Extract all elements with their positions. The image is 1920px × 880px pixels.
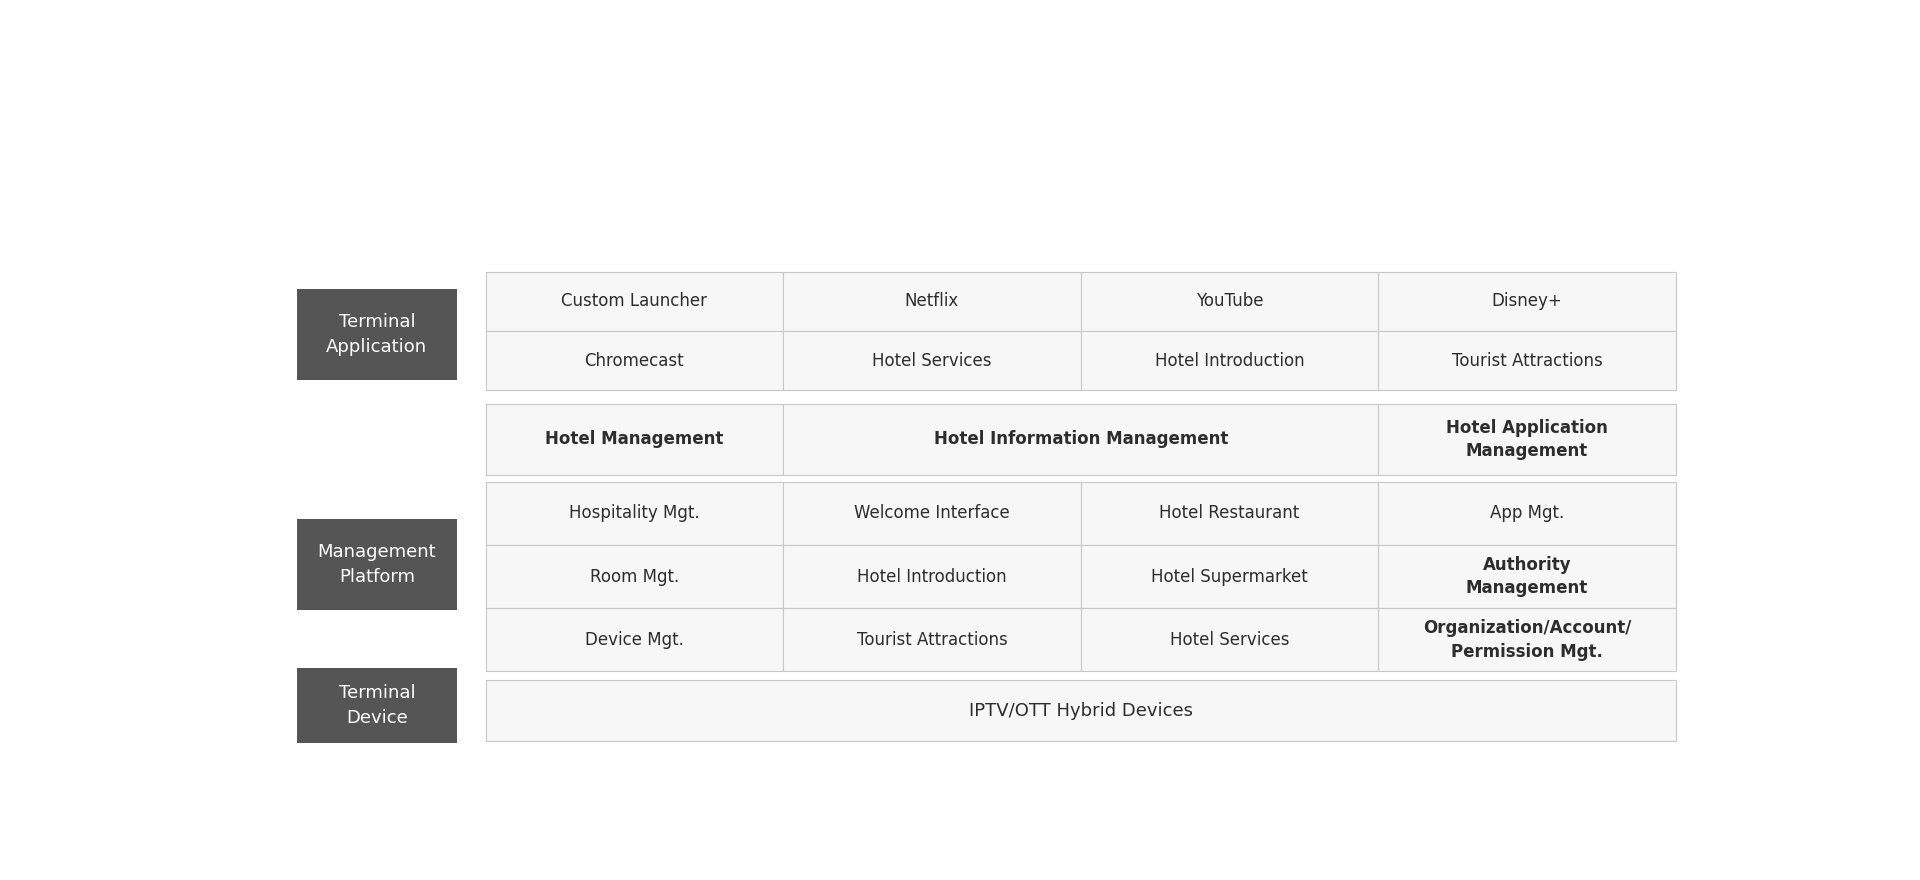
Text: Terminal
Application: Terminal Application	[326, 312, 428, 356]
FancyBboxPatch shape	[486, 331, 783, 390]
FancyBboxPatch shape	[1081, 272, 1379, 331]
Text: Hospitality Mgt.: Hospitality Mgt.	[568, 504, 699, 523]
FancyBboxPatch shape	[783, 404, 1379, 475]
FancyBboxPatch shape	[296, 289, 457, 380]
Text: Hotel Services: Hotel Services	[1169, 631, 1288, 649]
FancyBboxPatch shape	[296, 519, 457, 611]
Text: Tourist Attractions: Tourist Attractions	[856, 631, 1008, 649]
Text: Management
Platform: Management Platform	[317, 543, 436, 586]
FancyBboxPatch shape	[1081, 331, 1379, 390]
FancyBboxPatch shape	[1081, 608, 1379, 671]
Text: Hotel Introduction: Hotel Introduction	[856, 568, 1006, 585]
FancyBboxPatch shape	[1379, 481, 1676, 545]
FancyBboxPatch shape	[783, 481, 1081, 545]
FancyBboxPatch shape	[1379, 272, 1676, 331]
Text: Welcome Interface: Welcome Interface	[854, 504, 1010, 523]
FancyBboxPatch shape	[486, 272, 783, 331]
FancyBboxPatch shape	[486, 545, 783, 608]
FancyBboxPatch shape	[783, 545, 1081, 608]
FancyBboxPatch shape	[1081, 481, 1379, 545]
Text: Netflix: Netflix	[904, 292, 960, 311]
Text: Organization/Account/
Permission Mgt.: Organization/Account/ Permission Mgt.	[1423, 619, 1632, 661]
FancyBboxPatch shape	[486, 481, 783, 545]
Text: YouTube: YouTube	[1196, 292, 1263, 311]
Text: Hotel Application
Management: Hotel Application Management	[1446, 419, 1609, 460]
FancyBboxPatch shape	[1379, 331, 1676, 390]
FancyBboxPatch shape	[486, 404, 783, 475]
Text: Hotel Services: Hotel Services	[872, 351, 991, 370]
Text: Terminal
Device: Terminal Device	[338, 684, 415, 727]
Text: Device Mgt.: Device Mgt.	[586, 631, 684, 649]
FancyBboxPatch shape	[1081, 545, 1379, 608]
Text: Hotel Restaurant: Hotel Restaurant	[1160, 504, 1300, 523]
FancyBboxPatch shape	[783, 331, 1081, 390]
FancyBboxPatch shape	[1379, 545, 1676, 608]
Text: Hotel Information Management: Hotel Information Management	[933, 430, 1229, 448]
FancyBboxPatch shape	[486, 608, 783, 671]
FancyBboxPatch shape	[296, 668, 457, 743]
Text: App Mgt.: App Mgt.	[1490, 504, 1565, 523]
Text: Room Mgt.: Room Mgt.	[589, 568, 680, 585]
Text: Chromecast: Chromecast	[584, 351, 684, 370]
FancyBboxPatch shape	[1379, 404, 1676, 475]
FancyBboxPatch shape	[1379, 608, 1676, 671]
Text: Disney+: Disney+	[1492, 292, 1563, 311]
Text: Hotel Supermarket: Hotel Supermarket	[1152, 568, 1308, 585]
FancyBboxPatch shape	[486, 680, 1676, 741]
Text: Custom Launcher: Custom Launcher	[561, 292, 707, 311]
Text: Hotel Management: Hotel Management	[545, 430, 724, 448]
Text: Hotel Introduction: Hotel Introduction	[1154, 351, 1304, 370]
FancyBboxPatch shape	[783, 608, 1081, 671]
Text: IPTV/OTT Hybrid Devices: IPTV/OTT Hybrid Devices	[970, 701, 1192, 720]
Text: Authority
Management: Authority Management	[1467, 556, 1588, 598]
Text: Tourist Attractions: Tourist Attractions	[1452, 351, 1603, 370]
FancyBboxPatch shape	[783, 272, 1081, 331]
